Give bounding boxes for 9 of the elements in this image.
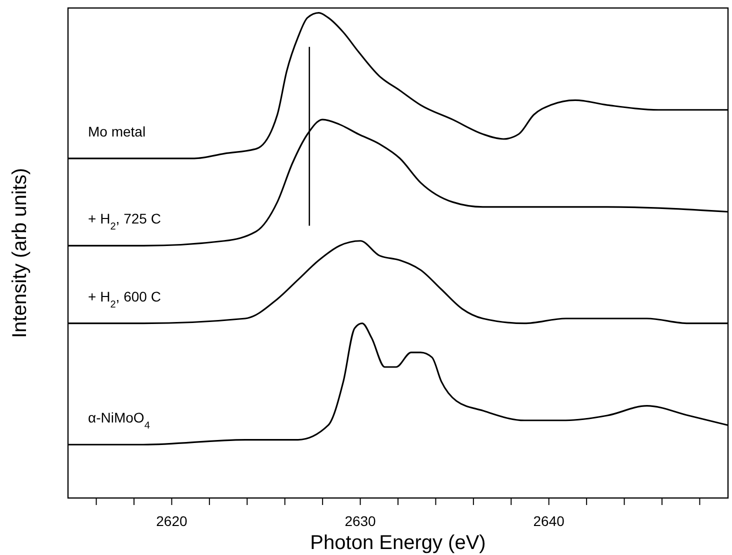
x-axis-title: Photon Energy (eV): [310, 532, 486, 554]
series-label: Mo metal: [88, 123, 146, 140]
series-label: + H$_{2}$, 725 C: [88, 210, 161, 232]
x-tick-label: 2620: [156, 513, 188, 529]
series-label: + H$_{2}$, 600 C: [88, 288, 161, 310]
y-axis-title: Intensity (arb units): [9, 168, 31, 338]
x-tick-label: 2630: [344, 513, 376, 529]
x-tick-label: 2640: [533, 513, 565, 529]
series-label: α-NiMoO$_{4}$: [88, 410, 150, 432]
